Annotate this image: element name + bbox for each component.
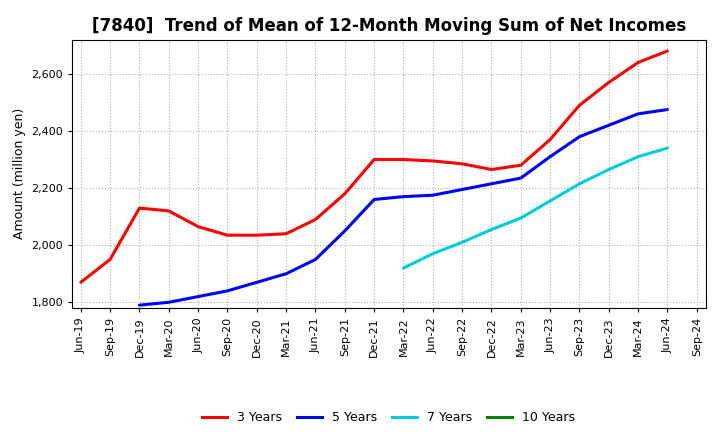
3 Years (106, 257, 114, 262)
3 Years (282, 231, 290, 236)
7 Years (516, 216, 525, 221)
3 Years (253, 233, 261, 238)
7 Years (428, 251, 437, 257)
3 Years (194, 224, 202, 229)
3 Years (546, 137, 554, 142)
5 Years (428, 193, 437, 198)
5 Years (311, 257, 320, 262)
5 Years (487, 181, 496, 187)
7 Years (663, 146, 672, 151)
3 Years (341, 191, 349, 196)
5 Years (458, 187, 467, 192)
7 Years (575, 181, 584, 187)
5 Years (135, 303, 144, 308)
5 Years (634, 111, 642, 117)
5 Years (194, 294, 202, 299)
5 Years (341, 228, 349, 234)
5 Years (223, 288, 232, 293)
7 Years (458, 240, 467, 245)
Legend: 3 Years, 5 Years, 7 Years, 10 Years: 3 Years, 5 Years, 7 Years, 10 Years (197, 407, 580, 429)
3 Years (223, 233, 232, 238)
5 Years (575, 134, 584, 139)
3 Years (575, 103, 584, 108)
3 Years (458, 161, 467, 166)
5 Years (605, 123, 613, 128)
3 Years (135, 205, 144, 211)
5 Years (399, 194, 408, 199)
5 Years (253, 280, 261, 285)
3 Years (428, 158, 437, 164)
3 Years (399, 157, 408, 162)
7 Years (487, 227, 496, 232)
7 Years (634, 154, 642, 159)
Line: 7 Years: 7 Years (403, 148, 667, 268)
3 Years (311, 217, 320, 222)
3 Years (76, 280, 85, 285)
5 Years (370, 197, 379, 202)
Line: 5 Years: 5 Years (140, 110, 667, 305)
3 Years (663, 48, 672, 54)
Line: 3 Years: 3 Years (81, 51, 667, 282)
3 Years (634, 60, 642, 65)
5 Years (164, 300, 173, 305)
7 Years (605, 167, 613, 172)
3 Years (370, 157, 379, 162)
Y-axis label: Amount (million yen): Amount (million yen) (13, 108, 26, 239)
5 Years (663, 107, 672, 112)
Title: [7840]  Trend of Mean of 12-Month Moving Sum of Net Incomes: [7840] Trend of Mean of 12-Month Moving … (91, 17, 686, 35)
5 Years (516, 176, 525, 181)
3 Years (516, 163, 525, 168)
3 Years (164, 208, 173, 213)
5 Years (546, 154, 554, 159)
5 Years (282, 271, 290, 276)
7 Years (546, 198, 554, 204)
3 Years (605, 80, 613, 85)
3 Years (487, 167, 496, 172)
7 Years (399, 265, 408, 271)
